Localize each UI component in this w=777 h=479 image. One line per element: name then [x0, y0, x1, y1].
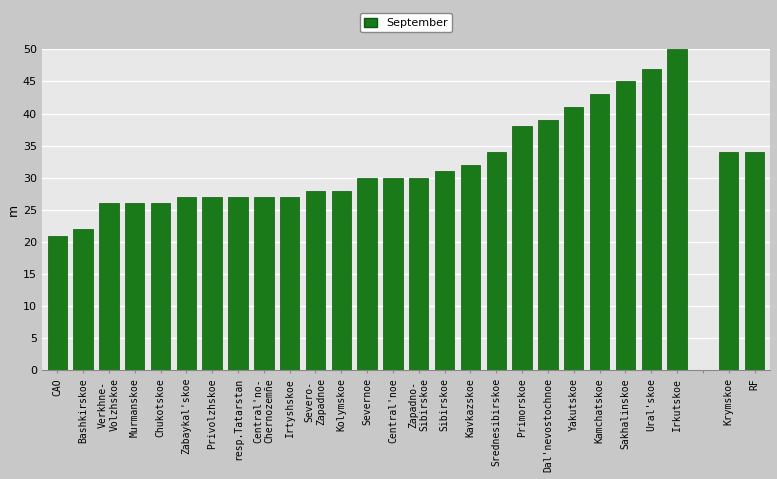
Bar — [667, 49, 687, 370]
Bar — [125, 204, 145, 370]
Bar — [176, 197, 196, 370]
Bar — [99, 204, 119, 370]
Bar — [306, 191, 325, 370]
Bar — [73, 229, 92, 370]
Bar — [461, 165, 480, 370]
Bar — [564, 107, 584, 370]
Bar — [409, 178, 428, 370]
Bar — [745, 152, 765, 370]
Bar — [332, 191, 351, 370]
Bar — [254, 197, 274, 370]
Bar — [357, 178, 377, 370]
Bar — [280, 197, 299, 370]
Bar — [538, 120, 558, 370]
Bar — [435, 171, 455, 370]
Bar — [642, 68, 661, 370]
Y-axis label: m: m — [7, 204, 20, 216]
Bar — [615, 81, 635, 370]
Bar — [383, 178, 402, 370]
Bar — [151, 204, 170, 370]
Legend: September: September — [360, 13, 452, 33]
Bar — [47, 236, 67, 370]
Bar — [590, 94, 609, 370]
Bar — [512, 126, 531, 370]
Bar — [719, 152, 738, 370]
Bar — [203, 197, 222, 370]
Bar — [486, 152, 506, 370]
Bar — [228, 197, 248, 370]
